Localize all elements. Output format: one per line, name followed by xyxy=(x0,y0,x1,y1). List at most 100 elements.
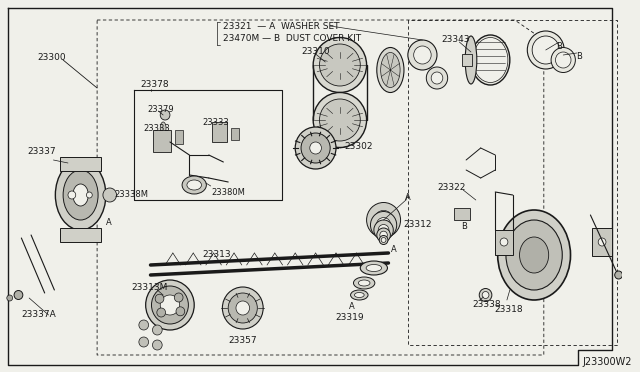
Ellipse shape xyxy=(313,93,367,148)
Text: 23300: 23300 xyxy=(37,53,65,62)
Text: J23300W2: J23300W2 xyxy=(582,357,632,367)
Ellipse shape xyxy=(426,67,447,89)
Text: 23310: 23310 xyxy=(301,47,330,56)
Ellipse shape xyxy=(377,228,390,242)
Ellipse shape xyxy=(73,184,88,206)
Ellipse shape xyxy=(176,307,185,316)
Bar xyxy=(462,54,472,66)
Ellipse shape xyxy=(381,52,400,87)
Text: 23338: 23338 xyxy=(472,300,500,309)
Text: 23321  — A  WASHER SET: 23321 — A WASHER SET xyxy=(223,22,340,31)
Ellipse shape xyxy=(155,294,164,303)
Text: 23313: 23313 xyxy=(202,250,230,259)
Text: 23302: 23302 xyxy=(345,142,373,151)
Ellipse shape xyxy=(174,293,183,302)
Ellipse shape xyxy=(353,277,375,289)
Ellipse shape xyxy=(408,40,437,70)
Bar xyxy=(212,122,227,142)
Ellipse shape xyxy=(139,337,148,347)
Ellipse shape xyxy=(482,292,489,298)
Text: 23333: 23333 xyxy=(202,118,228,127)
Ellipse shape xyxy=(506,220,563,290)
Ellipse shape xyxy=(152,286,188,324)
Ellipse shape xyxy=(103,188,116,202)
Text: B: B xyxy=(556,42,563,51)
Ellipse shape xyxy=(7,295,13,301)
Bar xyxy=(154,130,171,152)
Text: A: A xyxy=(349,302,355,311)
Ellipse shape xyxy=(371,212,397,238)
Text: 23378: 23378 xyxy=(141,80,170,89)
Bar xyxy=(60,228,101,242)
Text: 23379: 23379 xyxy=(148,105,174,114)
Ellipse shape xyxy=(152,340,162,350)
Bar xyxy=(175,130,182,144)
Text: 23319: 23319 xyxy=(335,313,364,322)
Ellipse shape xyxy=(313,38,367,93)
Ellipse shape xyxy=(367,202,401,237)
Text: 23357: 23357 xyxy=(228,336,257,345)
Ellipse shape xyxy=(360,261,387,275)
Ellipse shape xyxy=(376,218,391,232)
Ellipse shape xyxy=(366,264,381,272)
Ellipse shape xyxy=(465,36,477,84)
Ellipse shape xyxy=(351,290,368,300)
Text: A: A xyxy=(106,218,111,227)
Ellipse shape xyxy=(431,72,443,84)
Bar xyxy=(231,128,239,140)
Ellipse shape xyxy=(222,287,263,329)
Ellipse shape xyxy=(358,280,370,286)
Ellipse shape xyxy=(160,295,180,315)
Ellipse shape xyxy=(55,160,106,230)
Ellipse shape xyxy=(63,170,98,220)
Ellipse shape xyxy=(556,52,571,68)
Text: A: A xyxy=(405,193,411,202)
Ellipse shape xyxy=(319,99,360,141)
Text: B: B xyxy=(576,52,582,61)
Ellipse shape xyxy=(520,237,548,273)
Ellipse shape xyxy=(471,35,510,85)
Ellipse shape xyxy=(380,231,387,239)
Ellipse shape xyxy=(182,176,206,194)
Ellipse shape xyxy=(380,235,388,244)
Text: 23380M: 23380M xyxy=(212,188,246,197)
Ellipse shape xyxy=(228,293,257,323)
Ellipse shape xyxy=(532,36,559,64)
Ellipse shape xyxy=(498,210,570,300)
Ellipse shape xyxy=(310,142,321,154)
Ellipse shape xyxy=(377,48,404,93)
Ellipse shape xyxy=(413,46,431,64)
Ellipse shape xyxy=(160,122,166,134)
Ellipse shape xyxy=(187,180,202,190)
Ellipse shape xyxy=(152,325,162,335)
Text: 23313M: 23313M xyxy=(131,283,168,292)
Text: 23470M — B  DUST COVER KIT: 23470M — B DUST COVER KIT xyxy=(223,34,362,43)
Ellipse shape xyxy=(319,44,360,86)
Text: 23337: 23337 xyxy=(27,147,56,156)
Ellipse shape xyxy=(598,238,606,246)
Ellipse shape xyxy=(301,133,330,163)
Ellipse shape xyxy=(374,220,394,240)
Text: 23312: 23312 xyxy=(403,220,431,229)
Ellipse shape xyxy=(378,224,389,235)
Ellipse shape xyxy=(139,320,148,330)
Ellipse shape xyxy=(86,192,92,198)
Ellipse shape xyxy=(355,292,364,298)
Ellipse shape xyxy=(157,308,166,317)
Text: 23318: 23318 xyxy=(495,305,523,314)
Ellipse shape xyxy=(527,31,564,69)
Text: 23337A: 23337A xyxy=(21,310,56,319)
Ellipse shape xyxy=(479,289,492,301)
Ellipse shape xyxy=(295,127,336,169)
Ellipse shape xyxy=(160,110,170,120)
Ellipse shape xyxy=(68,191,76,199)
Text: 23343: 23343 xyxy=(442,35,470,44)
Text: 23338M: 23338M xyxy=(115,190,148,199)
Ellipse shape xyxy=(551,48,575,73)
Ellipse shape xyxy=(14,291,23,299)
Ellipse shape xyxy=(374,211,393,230)
Bar xyxy=(593,228,612,256)
Bar xyxy=(454,208,470,220)
Ellipse shape xyxy=(146,280,194,330)
Ellipse shape xyxy=(614,271,623,279)
